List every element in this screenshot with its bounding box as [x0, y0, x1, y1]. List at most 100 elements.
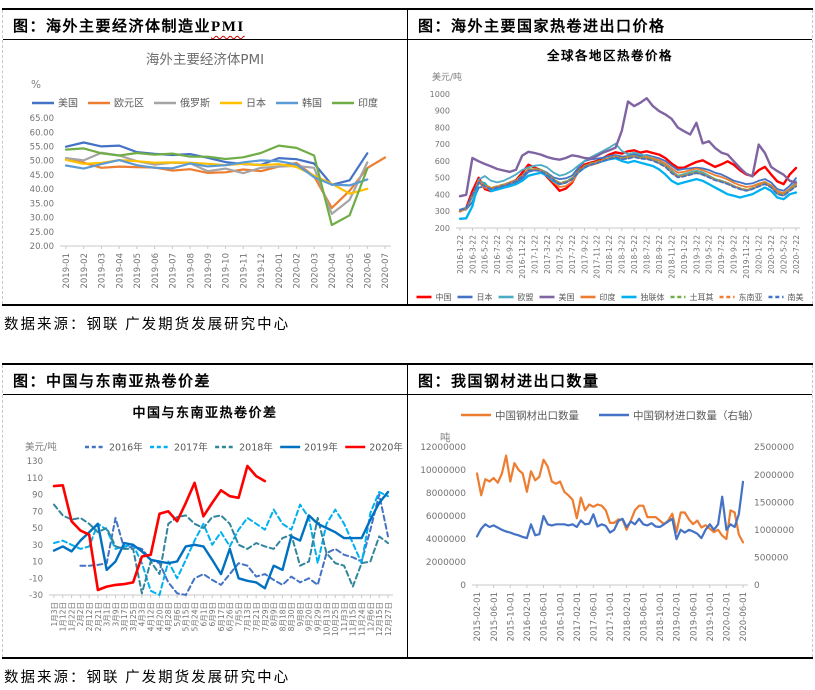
x-tick-label: 2月2日 [76, 602, 85, 627]
x-tick-label: 2016-7-22 [493, 235, 502, 274]
y-tick-label: 800 [435, 123, 450, 132]
y-tick-label: 110 [27, 474, 43, 484]
y-tick-label: 10000000 [420, 466, 466, 476]
legend-label: 印度 [600, 292, 616, 302]
y-tick-label: 45.00 [30, 171, 54, 181]
y-tick-label: 500 [435, 174, 450, 183]
x-tick-label: 2017-10-01 [606, 592, 616, 641]
y-tick-label: 700 [435, 140, 450, 149]
chart-global-hrc-prices: 全球各地区热卷价格 美元/吨 中国 日本 欧盟 美国 印度 独联体 土耳其 东南亚 南美 200 300… [408, 40, 812, 304]
panel-title-spellcheck-text: PMI [211, 19, 245, 35]
panel-pmi: 图：海外主要经济体制造业PMI 海外主要经济体PMI% 美国 欧元区 俄罗斯 日本 韩国 印… [2, 10, 408, 304]
x-tick-label: 2016-9-22 [506, 235, 515, 274]
y-tick-label: 200 [435, 224, 450, 233]
y-tick-label: 40.00 [30, 185, 54, 195]
chart-cn-sea-spread: 中国与东南亚热卷价差 美元/吨 2016年 2017年 2018年 2019年 2020年 -… [3, 395, 407, 657]
y-tick-label: 35.00 [30, 199, 54, 209]
x-tick-label: 2019-02 [80, 253, 90, 289]
x-tick-label: 2019-1-22 [680, 235, 689, 274]
x-tick-label: 2018-11-22 [667, 235, 676, 279]
legend-label: 东南亚 [739, 292, 763, 302]
y-tick-label: 1000 [430, 90, 450, 99]
x-tick-label: 2019-12 [257, 253, 267, 289]
x-tick-label: 2016-11-22 [518, 235, 527, 279]
series-line [458, 97, 798, 198]
x-tick-label: 6月9日 [208, 602, 217, 627]
x-tick-label: 2020-02 [293, 253, 303, 289]
x-tick-label: 1月12日 [59, 602, 68, 631]
x-tick-label: 2019-10 [222, 253, 232, 289]
x-tick-label: 2016-5-22 [481, 235, 490, 274]
x-tick-label: 2018-9-22 [655, 235, 664, 274]
x-tick-label: 3月9日 [111, 602, 120, 627]
x-tick-label: 2020-5-22 [779, 235, 788, 274]
x-tick-label: 7月13日 [243, 602, 252, 631]
y-tick-label: 50 [32, 524, 43, 534]
series-line [459, 156, 797, 211]
panel-title-hrc-prices: 图：海外主要国家热卷进出口价格 [408, 10, 812, 40]
legend-label: 欧元区 [114, 98, 144, 110]
x-tick-label: 9月8日 [296, 602, 305, 627]
x-tick-label: 2019-07 [169, 253, 179, 289]
chart-steel-import-export: 吨 中国钢材出口数量 中国钢材进口数量（右轴） 0 2000000 4000000 6000… [408, 395, 812, 657]
x-tick-label: 2019-01 [62, 253, 72, 289]
chart-title: 全球各地区热卷价格 [546, 48, 673, 63]
x-tick-label: 9月20日 [305, 602, 314, 631]
panel-title-prefix: 图： [418, 374, 452, 390]
x-tick-label: 1月22日 [67, 602, 76, 631]
series-line [475, 454, 745, 544]
legend-label: 2018年 [239, 441, 273, 453]
y-tick-label: 130 [27, 457, 43, 467]
legend-label: 2020年 [369, 441, 403, 453]
series-line [52, 490, 390, 590]
series-line [64, 144, 369, 227]
legend-label: 中国 [436, 292, 452, 302]
x-tick-label: 9月29日 [314, 602, 323, 631]
y-tick-label: 10 [32, 558, 43, 568]
legend-label: 2017年 [174, 441, 208, 453]
y-tick-label: 4000000 [426, 535, 466, 545]
x-tick-label: 6月26日 [226, 602, 235, 631]
x-tick-label: 2017-11-22 [593, 235, 602, 279]
y-tick-label: 900 [435, 107, 450, 116]
panel-title-text: 海外主要经济体制造业 [46, 19, 212, 35]
x-tick-label: 3月17日 [120, 602, 129, 631]
x-tick-label: 2019-5-22 [705, 235, 714, 274]
legend-label: 2019年 [304, 441, 338, 453]
y-tick-label: 55.00 [30, 143, 54, 153]
chart-overseas-pmi: 海外主要经济体PMI% 美国 欧元区 俄罗斯 日本 韩国 印度 20.00 25.00 30.00… [3, 40, 407, 304]
x-tick-label: 6月1日 [199, 602, 208, 627]
series-line [52, 464, 267, 592]
y-tick-label: 8000000 [426, 489, 466, 499]
legend-label: 俄罗斯 [180, 97, 210, 110]
x-tick-label: 2016-06-01 [540, 592, 550, 641]
x-tick-label: 5月24日 [190, 602, 199, 631]
x-tick-label: 2019-3-22 [692, 235, 701, 274]
x-tick-label: 2019-11-22 [742, 235, 751, 279]
x-tick-label: 2020-7-22 [792, 235, 801, 274]
legend-label: 南美 [788, 292, 804, 302]
series-line [458, 157, 798, 220]
x-tick-label: 2017-5-22 [555, 235, 564, 274]
legend-label: 中国钢材出口数量 [495, 409, 579, 422]
x-tick-label: 3月1日 [103, 602, 112, 627]
legend-label: 韩国 [302, 97, 322, 110]
x-tick-label: 2月21日 [94, 602, 103, 631]
y-tick-label: 2000000 [426, 558, 466, 568]
panel-title-pmi: 图：海外主要经济体制造业PMI [3, 10, 407, 40]
x-tick-label: 4月12日 [147, 602, 156, 631]
x-tick-label: 7月29日 [261, 602, 270, 631]
x-tick-label: 2019-10-01 [706, 592, 716, 641]
x-tick-label: 2018-02-01 [623, 592, 633, 641]
x-tick-label: 11月24日 [357, 602, 366, 636]
series-line [459, 142, 797, 211]
y-tick-label: 65.00 [30, 114, 54, 124]
x-tick-label: 2020-3-22 [767, 235, 776, 274]
x-tick-label: 2020-1-22 [755, 235, 764, 274]
y-tick-label: 30.00 [30, 214, 54, 224]
x-tick-label: 2019-08 [186, 253, 196, 289]
x-tick-label: 11月3日 [340, 602, 349, 631]
series-line [475, 480, 745, 541]
